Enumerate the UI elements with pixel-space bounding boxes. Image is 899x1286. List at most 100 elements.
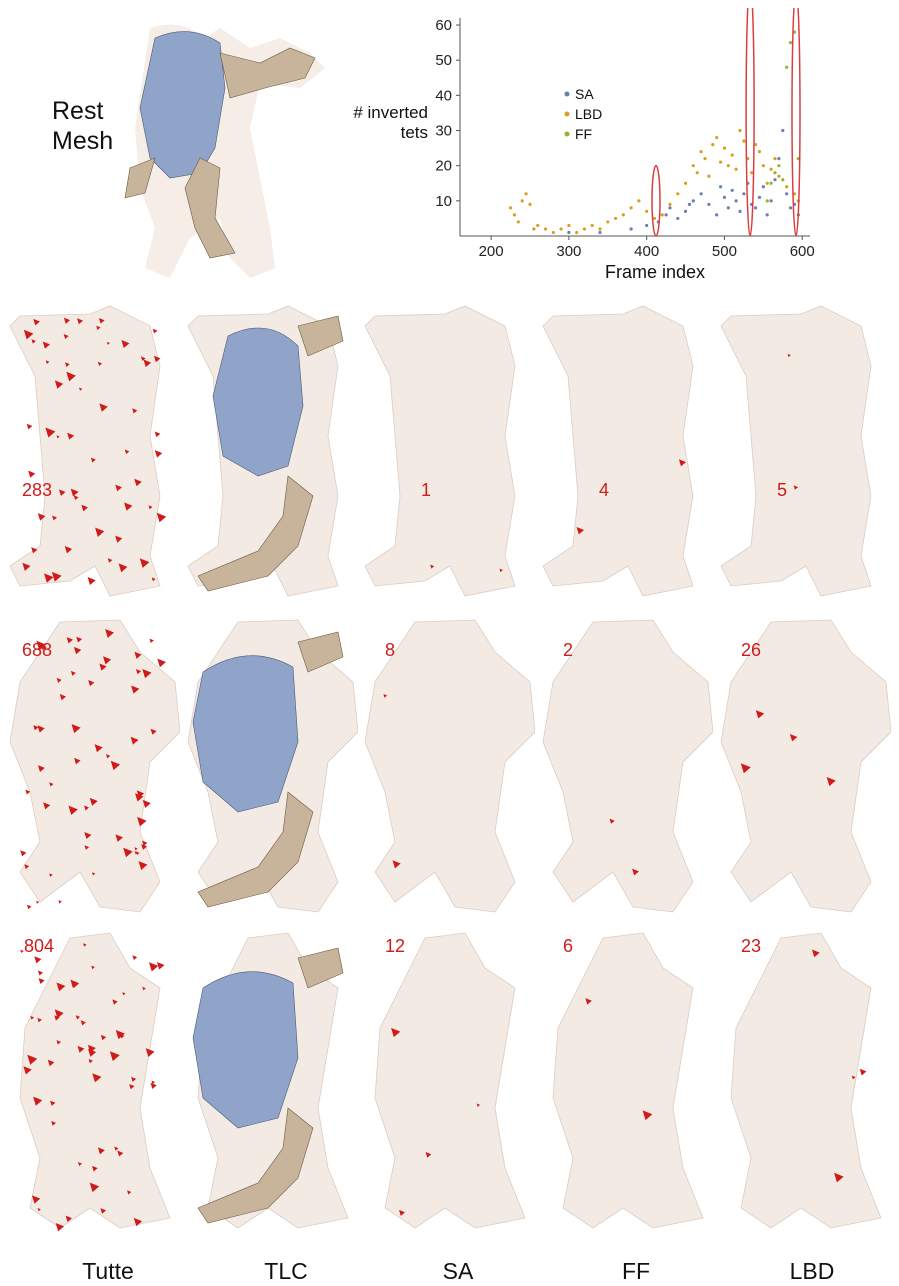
- inverted-tet: [74, 757, 81, 765]
- inverted-tet: [70, 488, 79, 497]
- inverted-tet: [83, 943, 87, 947]
- inverted-tet: [132, 955, 138, 960]
- point-sa: [683, 209, 688, 213]
- inverted-tet: [118, 563, 128, 573]
- point-lbd: [676, 192, 680, 196]
- inverted-tet: [132, 408, 138, 414]
- point-lbd: [567, 223, 571, 228]
- point-lbd: [543, 227, 548, 231]
- point-lbd: [532, 227, 536, 231]
- inverted-tet: [37, 725, 45, 733]
- inverted-tet: [789, 734, 798, 742]
- inverted-tet: [99, 403, 108, 412]
- inverted-tet: [49, 873, 53, 877]
- point-lbd: [528, 202, 532, 206]
- inverted-tet: [134, 651, 142, 659]
- rest-mesh-label: Rest Mesh: [52, 96, 113, 156]
- legend-marker-ff: [564, 131, 570, 137]
- point-ff: [788, 41, 793, 45]
- rest-blue-torso: [139, 31, 226, 179]
- inverted-tet: [33, 725, 39, 731]
- inverted-tet: [105, 629, 114, 638]
- inverted-tet: [23, 329, 34, 340]
- point-lbd: [508, 206, 513, 210]
- inverted-tet: [95, 527, 105, 537]
- point-lbd: [785, 185, 789, 189]
- inverted-tet: [129, 1083, 135, 1090]
- mesh-render: [187, 305, 344, 597]
- inverted-tet: [811, 949, 820, 958]
- mesh-render: [9, 619, 180, 913]
- point-sa: [722, 195, 727, 199]
- inverted-tet: [585, 998, 592, 1005]
- inverted-tet: [38, 977, 45, 985]
- figure-row-1: 283 1 4 5: [0, 296, 899, 606]
- inverted-tet: [137, 816, 147, 827]
- panel-tutte-row-3: 804: [0, 928, 180, 1238]
- y-tick-label: 20: [435, 158, 452, 175]
- point-lbd: [520, 199, 524, 203]
- point-sa: [664, 213, 668, 217]
- inverted-tet: [98, 317, 105, 324]
- point-sa: [777, 157, 781, 161]
- inverted-count-sa: 1: [421, 480, 432, 500]
- x-tick-label: 300: [556, 243, 581, 260]
- point-lbd: [777, 174, 781, 178]
- point-sa: [687, 202, 692, 206]
- point-lbd: [683, 181, 688, 185]
- inverted-tet: [106, 341, 110, 345]
- inverted-count-tutte: 688: [22, 640, 53, 660]
- inverted-count-lbd: 26: [741, 640, 762, 660]
- highlight-frame: [791, 8, 801, 237]
- inverted-tet: [117, 1150, 124, 1157]
- inverted-tet: [87, 577, 96, 586]
- inverted-tet: [26, 423, 33, 430]
- ghost-body: [552, 932, 704, 1229]
- inverted-count-tutte: 804: [24, 936, 55, 956]
- inverted-tet: [148, 505, 153, 510]
- inverted-tet: [56, 435, 60, 439]
- inverted-tet: [65, 362, 70, 367]
- tlc-blue-torso: [192, 655, 299, 813]
- panel-tutte-row-1: 283: [0, 296, 180, 606]
- point-ff: [773, 171, 777, 175]
- mesh-render: [542, 619, 713, 913]
- inverted-tet: [399, 1209, 405, 1216]
- ghost-body: [720, 305, 872, 597]
- point-lbd: [750, 171, 754, 175]
- inverted-tet: [121, 339, 130, 349]
- mesh-render: [187, 619, 358, 913]
- point-sa: [788, 206, 793, 210]
- inverted-tet: [133, 1217, 143, 1227]
- inverted-tet: [77, 1162, 83, 1167]
- inverted-tet: [100, 1208, 107, 1214]
- inverted-tet: [54, 380, 64, 389]
- panel-ff-row-3: 6: [533, 928, 713, 1238]
- inverted-tet: [851, 1075, 856, 1080]
- inverted-tet: [88, 679, 95, 687]
- y-tick-label: 60: [435, 17, 452, 34]
- point-sa: [598, 230, 602, 235]
- inverted-tet: [88, 1058, 93, 1064]
- inverted-tet: [92, 1165, 98, 1172]
- inverted-count-ff: 4: [599, 480, 610, 500]
- inverted-tet: [142, 986, 146, 991]
- inverted-tet: [36, 900, 40, 904]
- inverted-tet: [49, 782, 54, 787]
- point-lbd: [707, 174, 711, 178]
- ghost-body: [9, 305, 161, 597]
- point-ff: [781, 178, 785, 182]
- inverted-tet: [127, 1190, 132, 1195]
- point-sa: [668, 206, 672, 210]
- inverted-tet: [54, 1015, 60, 1021]
- inverted-tet: [383, 694, 388, 698]
- inverted-tet: [88, 1048, 97, 1057]
- inverted-tet: [58, 900, 62, 904]
- panel-sa-row-1: 1: [355, 296, 535, 606]
- inverted-tet: [65, 1215, 72, 1223]
- point-lbd: [536, 223, 540, 228]
- mesh-render: [19, 932, 171, 1232]
- inverted-tet: [131, 685, 140, 694]
- inverted-tet: [67, 432, 75, 440]
- chart-highlights: [651, 8, 801, 237]
